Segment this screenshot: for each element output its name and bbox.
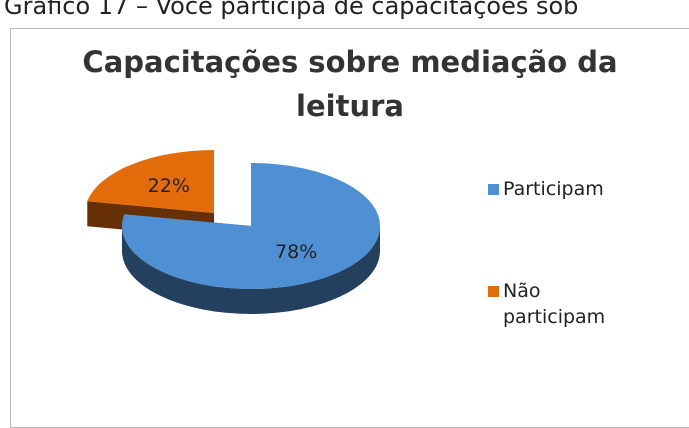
slice <box>121 163 381 290</box>
legend-label: Participam <box>503 178 604 200</box>
legend-swatch <box>488 184 499 195</box>
chart-title: Capacitações sobre mediação da leitura <box>82 45 618 123</box>
chart: 22% 78% <box>87 150 381 314</box>
page: {"caption": "Gráfico 17 – Você participa… <box>4 0 689 428</box>
data-label: 22% <box>148 175 190 197</box>
legend-label: Não participam <box>503 280 606 328</box>
data-label: 78% <box>275 241 317 263</box>
slice-side <box>122 226 380 314</box>
caption: Gráfico 17 – Você participa de capacitaç… <box>4 0 579 20</box>
slice <box>87 150 214 213</box>
legend-swatch <box>488 286 499 297</box>
